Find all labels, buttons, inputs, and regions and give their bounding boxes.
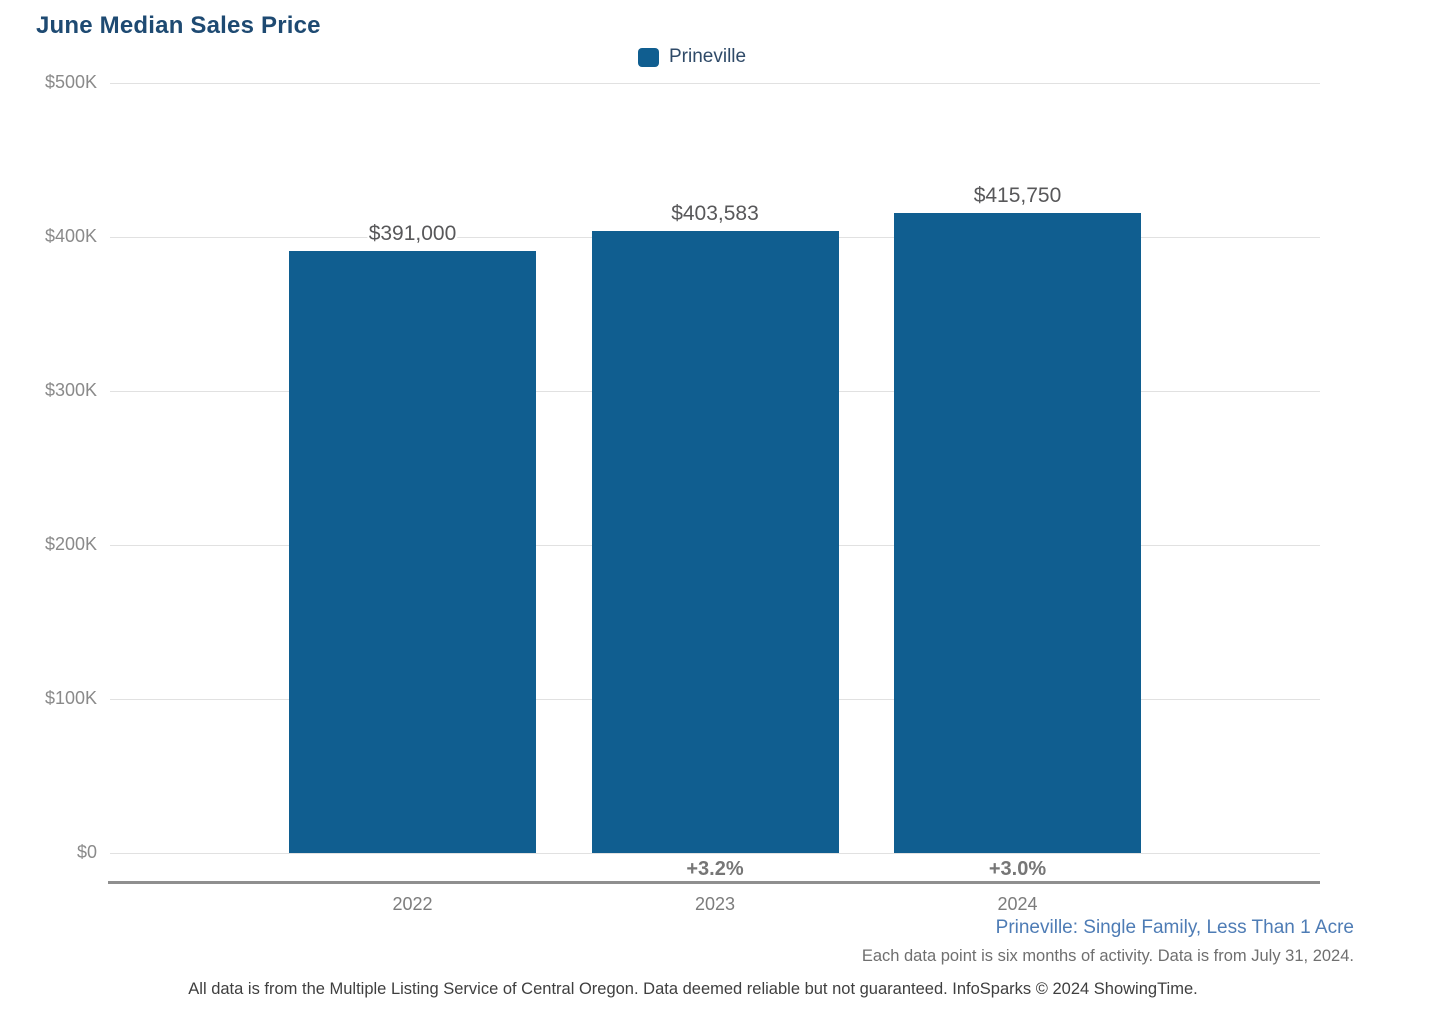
y-axis-tick-label: $0 bbox=[76, 842, 97, 862]
chart-title: June Median Sales Price bbox=[36, 12, 321, 39]
y-axis-tick-label: $300K bbox=[44, 380, 97, 400]
x-axis-tick-label-2024: 2024 bbox=[997, 894, 1038, 914]
y-axis-tick-label: $500K bbox=[44, 72, 97, 92]
y-axis-tick-label: $400K bbox=[44, 226, 97, 246]
gridline bbox=[110, 853, 1320, 854]
footer-filter-label: Prineville: Single Family, Less Than 1 A… bbox=[995, 917, 1354, 938]
legend-item-prineville[interactable]: Prineville bbox=[638, 46, 746, 68]
x-axis-tick-label-2023: 2023 bbox=[694, 894, 736, 914]
y-axis-tick-label: $200K bbox=[44, 534, 97, 554]
plot-area: $391,000 $403,583 $415,750 bbox=[110, 83, 1320, 854]
y-axis-labels: $500K $400K $300K $200K $100K $0 bbox=[0, 72, 97, 862]
bar-2022 bbox=[289, 250, 536, 853]
bar-2023 bbox=[591, 231, 839, 853]
x-axis-line bbox=[108, 881, 1320, 884]
x-axis-tick-label-2022: 2022 bbox=[392, 894, 433, 914]
footer-data-note: Each data point is six months of activit… bbox=[861, 947, 1354, 965]
legend-swatch-icon bbox=[638, 47, 659, 67]
footer-disclaimer: All data is from the Multiple Listing Se… bbox=[188, 980, 1198, 998]
legend-label: Prineville bbox=[669, 46, 747, 67]
legend: Prineville bbox=[638, 46, 746, 68]
bar-value-label-2023: $403,583 bbox=[671, 202, 759, 226]
bar-2024 bbox=[894, 212, 1141, 853]
gridline bbox=[110, 83, 1320, 84]
y-axis-tick-label: $100K bbox=[44, 688, 97, 708]
bar-value-label-2022: $391,000 bbox=[368, 221, 457, 245]
pct-change-label-2024: +3.0% bbox=[988, 858, 1047, 880]
pct-change-label-2023: +3.2% bbox=[686, 858, 744, 880]
bar-value-label-2024: $415,750 bbox=[973, 183, 1062, 207]
